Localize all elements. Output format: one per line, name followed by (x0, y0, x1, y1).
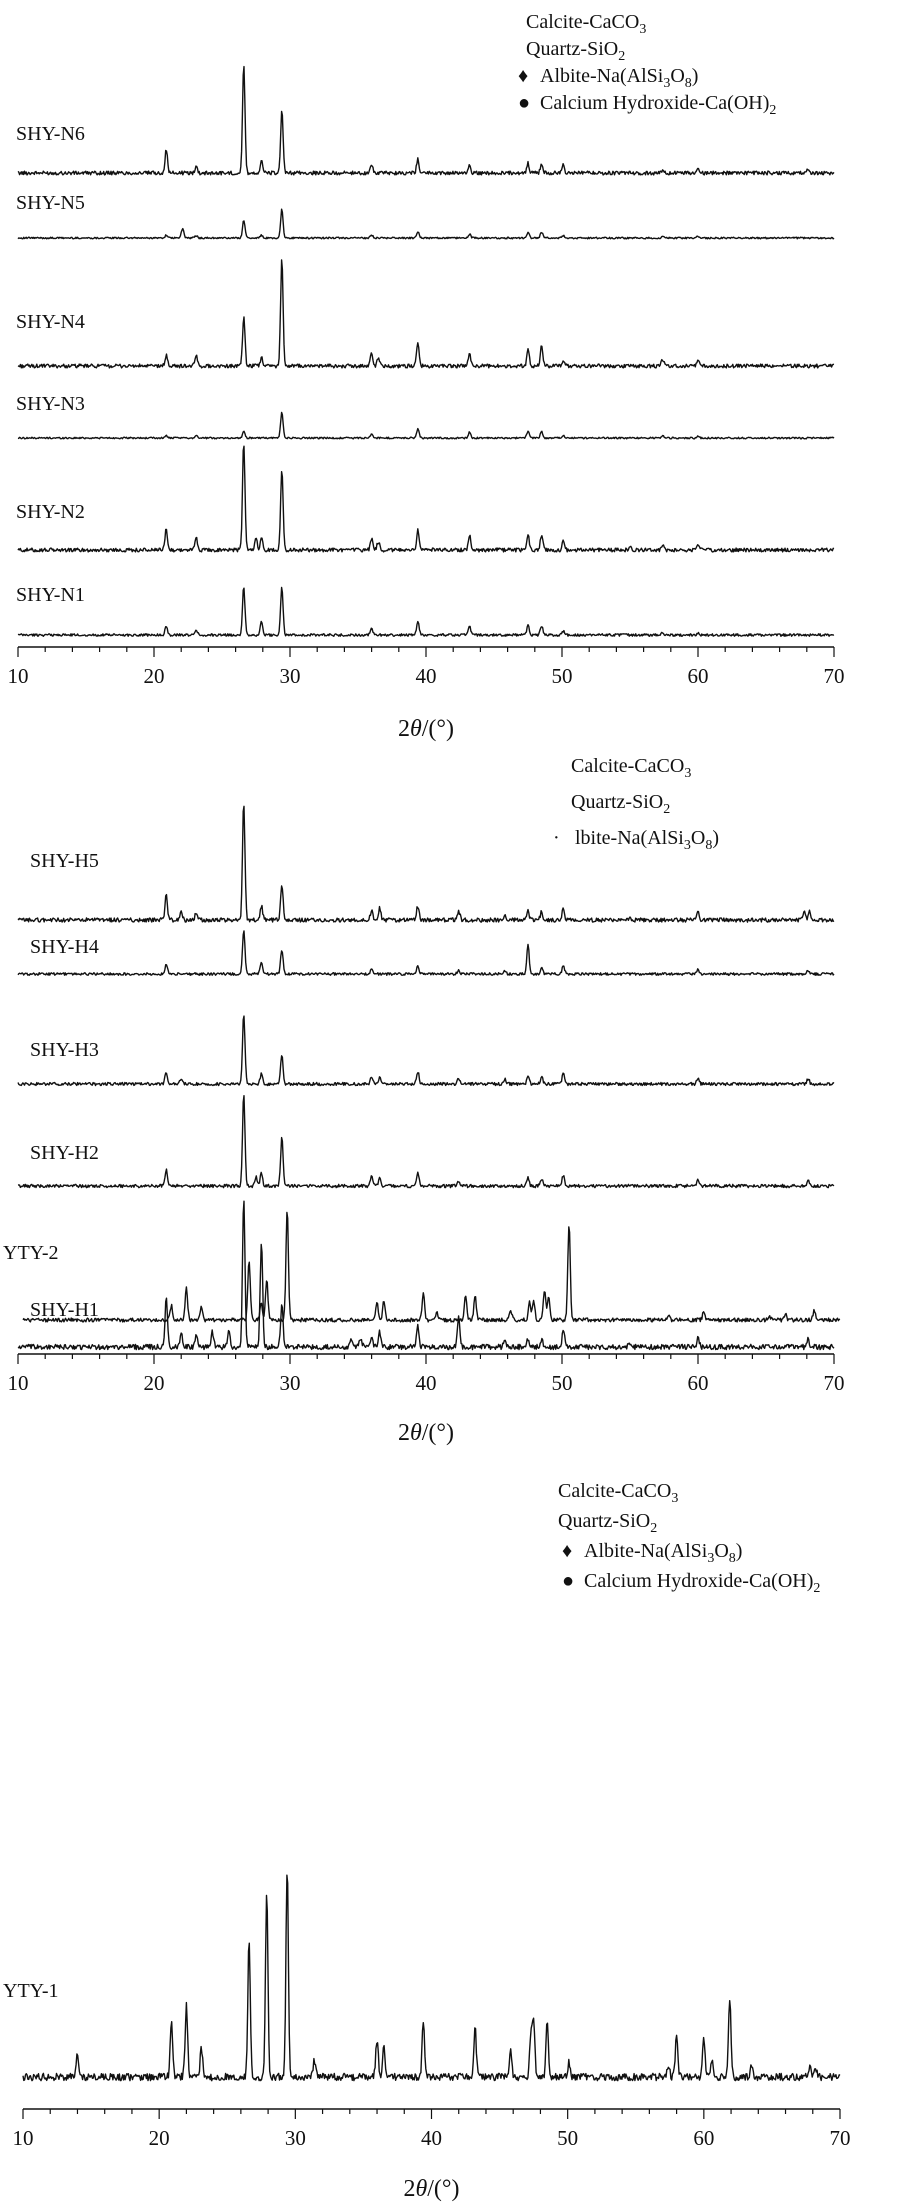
diffraction-trace (17, 805, 835, 923)
legend-entry: Albite-Na(AlSi3O8) (584, 1540, 742, 1566)
legend: Calcite-CaCO3 Quartz-SiO2 ♦ Albite-Na(AlSi3… (558, 1480, 820, 1596)
x-tick-label: 20 (149, 2126, 170, 2150)
series-label: SHY-H4 (30, 936, 99, 958)
x-tick-label: 60 (688, 664, 709, 688)
legend-entry: Quartz-SiO2 (558, 1510, 657, 1536)
x-tick-label: 40 (416, 664, 437, 688)
x-tick-label: 50 (557, 2126, 578, 2150)
panel-3: 10 20 30 40 50 60 70 2θ/(°) Calcite-CaCO3 Quartz-… (3, 1211, 851, 2202)
x-axis-title: 2θ/(°) (398, 716, 454, 742)
series-label: SHY-N5 (16, 192, 85, 214)
series-label: SHY-H2 (30, 1142, 99, 1164)
legend: Calcite-CaCO3 Quartz-SiO2 · lbite-Na(AlSi3O… (553, 755, 719, 853)
series-label: SHY-N2 (16, 501, 85, 523)
x-axis-title: 2θ/(°) (403, 2176, 459, 2202)
series-label: SHY-N4 (16, 311, 85, 333)
legend-marker: · (553, 827, 560, 849)
x-tick-label: 50 (552, 1371, 573, 1395)
diffraction-trace (17, 208, 835, 240)
legend-marker: ● (518, 92, 530, 114)
x-tick-label: 70 (830, 2126, 851, 2150)
legend-marker: ♦ (518, 65, 528, 87)
series-label: SHY-H3 (30, 1039, 99, 1061)
x-tick-label: 30 (280, 1371, 301, 1395)
x-tick-label: 40 (421, 2126, 442, 2150)
series-yty-1: YTY-1 (3, 1874, 841, 2082)
legend-marker: ♦ (562, 1540, 572, 1562)
x-tick-label: 60 (688, 1371, 709, 1395)
legend-entry: Calcite-CaCO3 (558, 1480, 678, 1506)
x-tick-label: 60 (693, 2126, 714, 2150)
series-yty-2: YTY-2 (3, 1211, 841, 1323)
x-tick-label: 70 (824, 1371, 845, 1395)
series-shy-n4: SHY-N4 (16, 259, 835, 369)
diffraction-trace (17, 65, 835, 176)
series-shy-h4: SHY-H4 (17, 930, 835, 976)
series-shy-h3: SHY-H3 (17, 1015, 835, 1087)
legend-entry: Calcium Hydroxide-Ca(OH)2 (584, 1570, 820, 1596)
diffraction-trace (17, 411, 835, 440)
legend-entry: Albite-Na(AlSi3O8) (540, 65, 698, 91)
legend-entry: Calcite-CaCO3 (571, 755, 691, 781)
x-tick-label: 30 (285, 2126, 306, 2150)
x-tick-label: 30 (280, 664, 301, 688)
legend-entry: Calcite-CaCO3 (526, 11, 646, 37)
series-label: SHY-N6 (16, 123, 85, 145)
x-tick-label: 40 (416, 1371, 437, 1395)
x-tick-label: 10 (13, 2126, 34, 2150)
diffraction-trace (17, 1095, 835, 1189)
diffraction-trace (17, 1015, 835, 1087)
diffraction-trace (17, 586, 835, 637)
x-axis-title: 2θ/(°) (398, 1420, 454, 1446)
series-shy-h1: SHY-H1 (17, 1200, 835, 1351)
series-shy-n1: SHY-N1 (16, 584, 835, 637)
diffraction-trace (22, 1211, 841, 1323)
x-tick-label: 50 (552, 664, 573, 688)
series-label: SHY-H5 (30, 850, 99, 872)
x-tick-label: 10 (8, 664, 29, 688)
x-tick-label: 20 (144, 1371, 165, 1395)
legend-entry: Calcium Hydroxide-Ca(OH)2 (540, 92, 776, 118)
series-label: SHY-N1 (16, 584, 85, 606)
diffraction-trace (17, 1200, 835, 1351)
series-shy-n2: SHY-N2 (16, 445, 835, 553)
panel-2: 10 20 30 40 50 60 70 2θ/(°) Calcite-CaCO3 Quartz-… (8, 755, 845, 1446)
diffraction-trace (17, 930, 835, 976)
series-label: YTY-1 (3, 1980, 59, 2002)
series-shy-n5: SHY-N5 (16, 192, 835, 240)
x-tick-label: 10 (8, 1371, 29, 1395)
series-shy-n6: SHY-N6 (16, 65, 835, 176)
series-shy-n3: SHY-N3 (16, 393, 835, 440)
diffraction-trace (17, 259, 835, 369)
panel-1: 10 20 30 40 50 60 70 2θ/(°) Calcite-CaCO3Quartz-… (8, 11, 845, 742)
series-label: YTY-2 (3, 1242, 59, 1264)
series-label: SHY-H1 (30, 1299, 99, 1321)
legend-entry: Quartz-SiO2 (526, 38, 625, 64)
series-shy-h2: SHY-H2 (17, 1095, 835, 1189)
x-tick-label: 20 (144, 664, 165, 688)
diffraction-trace (22, 1874, 841, 2082)
series-label: SHY-N3 (16, 393, 85, 415)
diffraction-trace (17, 445, 835, 553)
legend-entry: Quartz-SiO2 (571, 791, 670, 817)
legend-marker: ● (562, 1570, 574, 1592)
legend-entry: lbite-Na(AlSi3O8) (575, 827, 719, 853)
x-tick-label: 70 (824, 664, 845, 688)
series-shy-h5: SHY-H5 (17, 805, 835, 923)
